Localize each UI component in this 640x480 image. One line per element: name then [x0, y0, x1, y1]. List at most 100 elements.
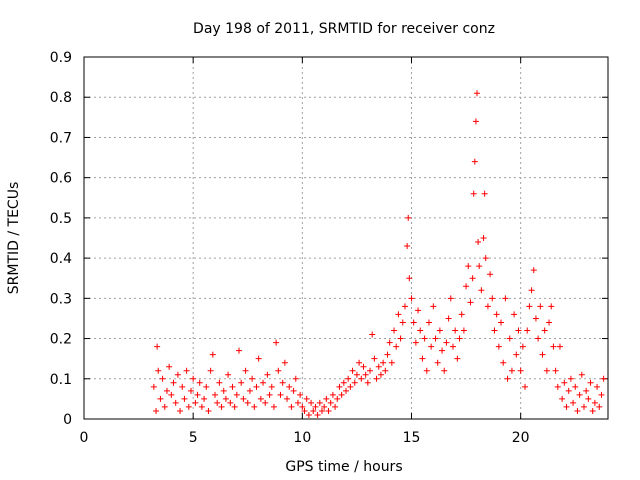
data-point: [172, 399, 179, 406]
data-point: [487, 271, 494, 278]
data-point: [179, 383, 186, 390]
data-point: [281, 359, 288, 366]
data-point: [166, 363, 173, 370]
data-point: [484, 303, 491, 310]
data-point: [530, 267, 537, 274]
data-point: [277, 391, 284, 398]
data-point: [472, 118, 479, 125]
data-point: [436, 327, 443, 334]
data-point: [242, 367, 249, 374]
data-point: [323, 395, 330, 402]
data-point: [268, 383, 275, 390]
data-point: [194, 391, 201, 398]
data-point: [332, 403, 339, 410]
data-point: [391, 327, 398, 334]
data-point: [257, 395, 264, 402]
data-point: [491, 327, 498, 334]
y-tick-label: 0.8: [50, 90, 72, 106]
data-point: [288, 403, 295, 410]
tick-layer: [83, 56, 608, 420]
data-point: [205, 407, 212, 414]
data-point: [185, 403, 192, 410]
x-tick-label: 15: [403, 430, 421, 446]
data-point: [517, 367, 524, 374]
data-point: [218, 403, 225, 410]
data-point: [168, 391, 175, 398]
data-point: [266, 391, 273, 398]
data-point: [591, 399, 598, 406]
x-tick-label: 0: [80, 430, 89, 446]
data-point: [493, 311, 500, 318]
data-point: [360, 363, 367, 370]
data-point: [299, 403, 306, 410]
data-point: [196, 379, 203, 386]
data-point: [157, 395, 164, 402]
data-point: [454, 355, 461, 362]
data-point: [546, 319, 553, 326]
data-point: [286, 383, 293, 390]
data-point: [216, 379, 223, 386]
data-point: [159, 375, 166, 382]
data-point: [552, 367, 559, 374]
data-point: [183, 367, 190, 374]
y-tick-label: 0.1: [50, 372, 72, 388]
data-point: [447, 295, 454, 302]
data-point: [329, 391, 336, 398]
y-tick-label: 0.9: [50, 50, 72, 66]
data-point: [528, 287, 535, 294]
data-point: [561, 379, 568, 386]
data-point: [222, 395, 229, 402]
data-point: [600, 375, 607, 382]
data-point: [170, 379, 177, 386]
data-point: [153, 407, 160, 414]
data-point: [382, 367, 389, 374]
y-tick-label: 0.2: [50, 332, 72, 348]
data-point: [567, 375, 574, 382]
data-point: [375, 363, 382, 370]
data-point: [264, 371, 271, 378]
data-point: [294, 399, 301, 406]
data-point: [580, 403, 587, 410]
data-point: [301, 407, 308, 414]
data-point: [251, 403, 258, 410]
data-point: [519, 343, 526, 350]
data-point: [284, 395, 291, 402]
data-point: [181, 395, 188, 402]
data-point: [275, 367, 282, 374]
data-point: [522, 383, 529, 390]
data-point: [238, 379, 245, 386]
data-point: [327, 399, 334, 406]
data-point: [559, 395, 566, 402]
data-point: [220, 387, 227, 394]
x-axis-label: GPS time / hours: [285, 459, 402, 475]
data-point: [430, 303, 437, 310]
data-point: [594, 383, 601, 390]
data-point: [386, 339, 393, 346]
data-point: [406, 275, 413, 282]
data-point: [262, 399, 269, 406]
data-point: [380, 359, 387, 366]
data-point: [574, 407, 581, 414]
data-point: [198, 403, 205, 410]
data-point: [369, 331, 376, 338]
data-point: [404, 243, 411, 250]
data-point: [187, 387, 194, 394]
data-point: [556, 343, 563, 350]
data-point: [539, 351, 546, 358]
x-tick-label: 10: [293, 430, 311, 446]
data-point: [174, 371, 181, 378]
data-point: [415, 307, 422, 314]
data-point: [434, 359, 441, 366]
data-point: [515, 327, 522, 334]
data-point: [587, 379, 594, 386]
data-point: [471, 158, 478, 165]
data-point: [334, 395, 341, 402]
data-point: [576, 391, 583, 398]
data-point: [470, 190, 477, 197]
data-point: [570, 399, 577, 406]
data-point: [371, 355, 378, 362]
data-point: [578, 371, 585, 378]
data-point: [207, 367, 214, 374]
data-point: [249, 375, 256, 382]
chart-title: Day 198 of 2011, SRMTID for receiver con…: [193, 21, 495, 37]
